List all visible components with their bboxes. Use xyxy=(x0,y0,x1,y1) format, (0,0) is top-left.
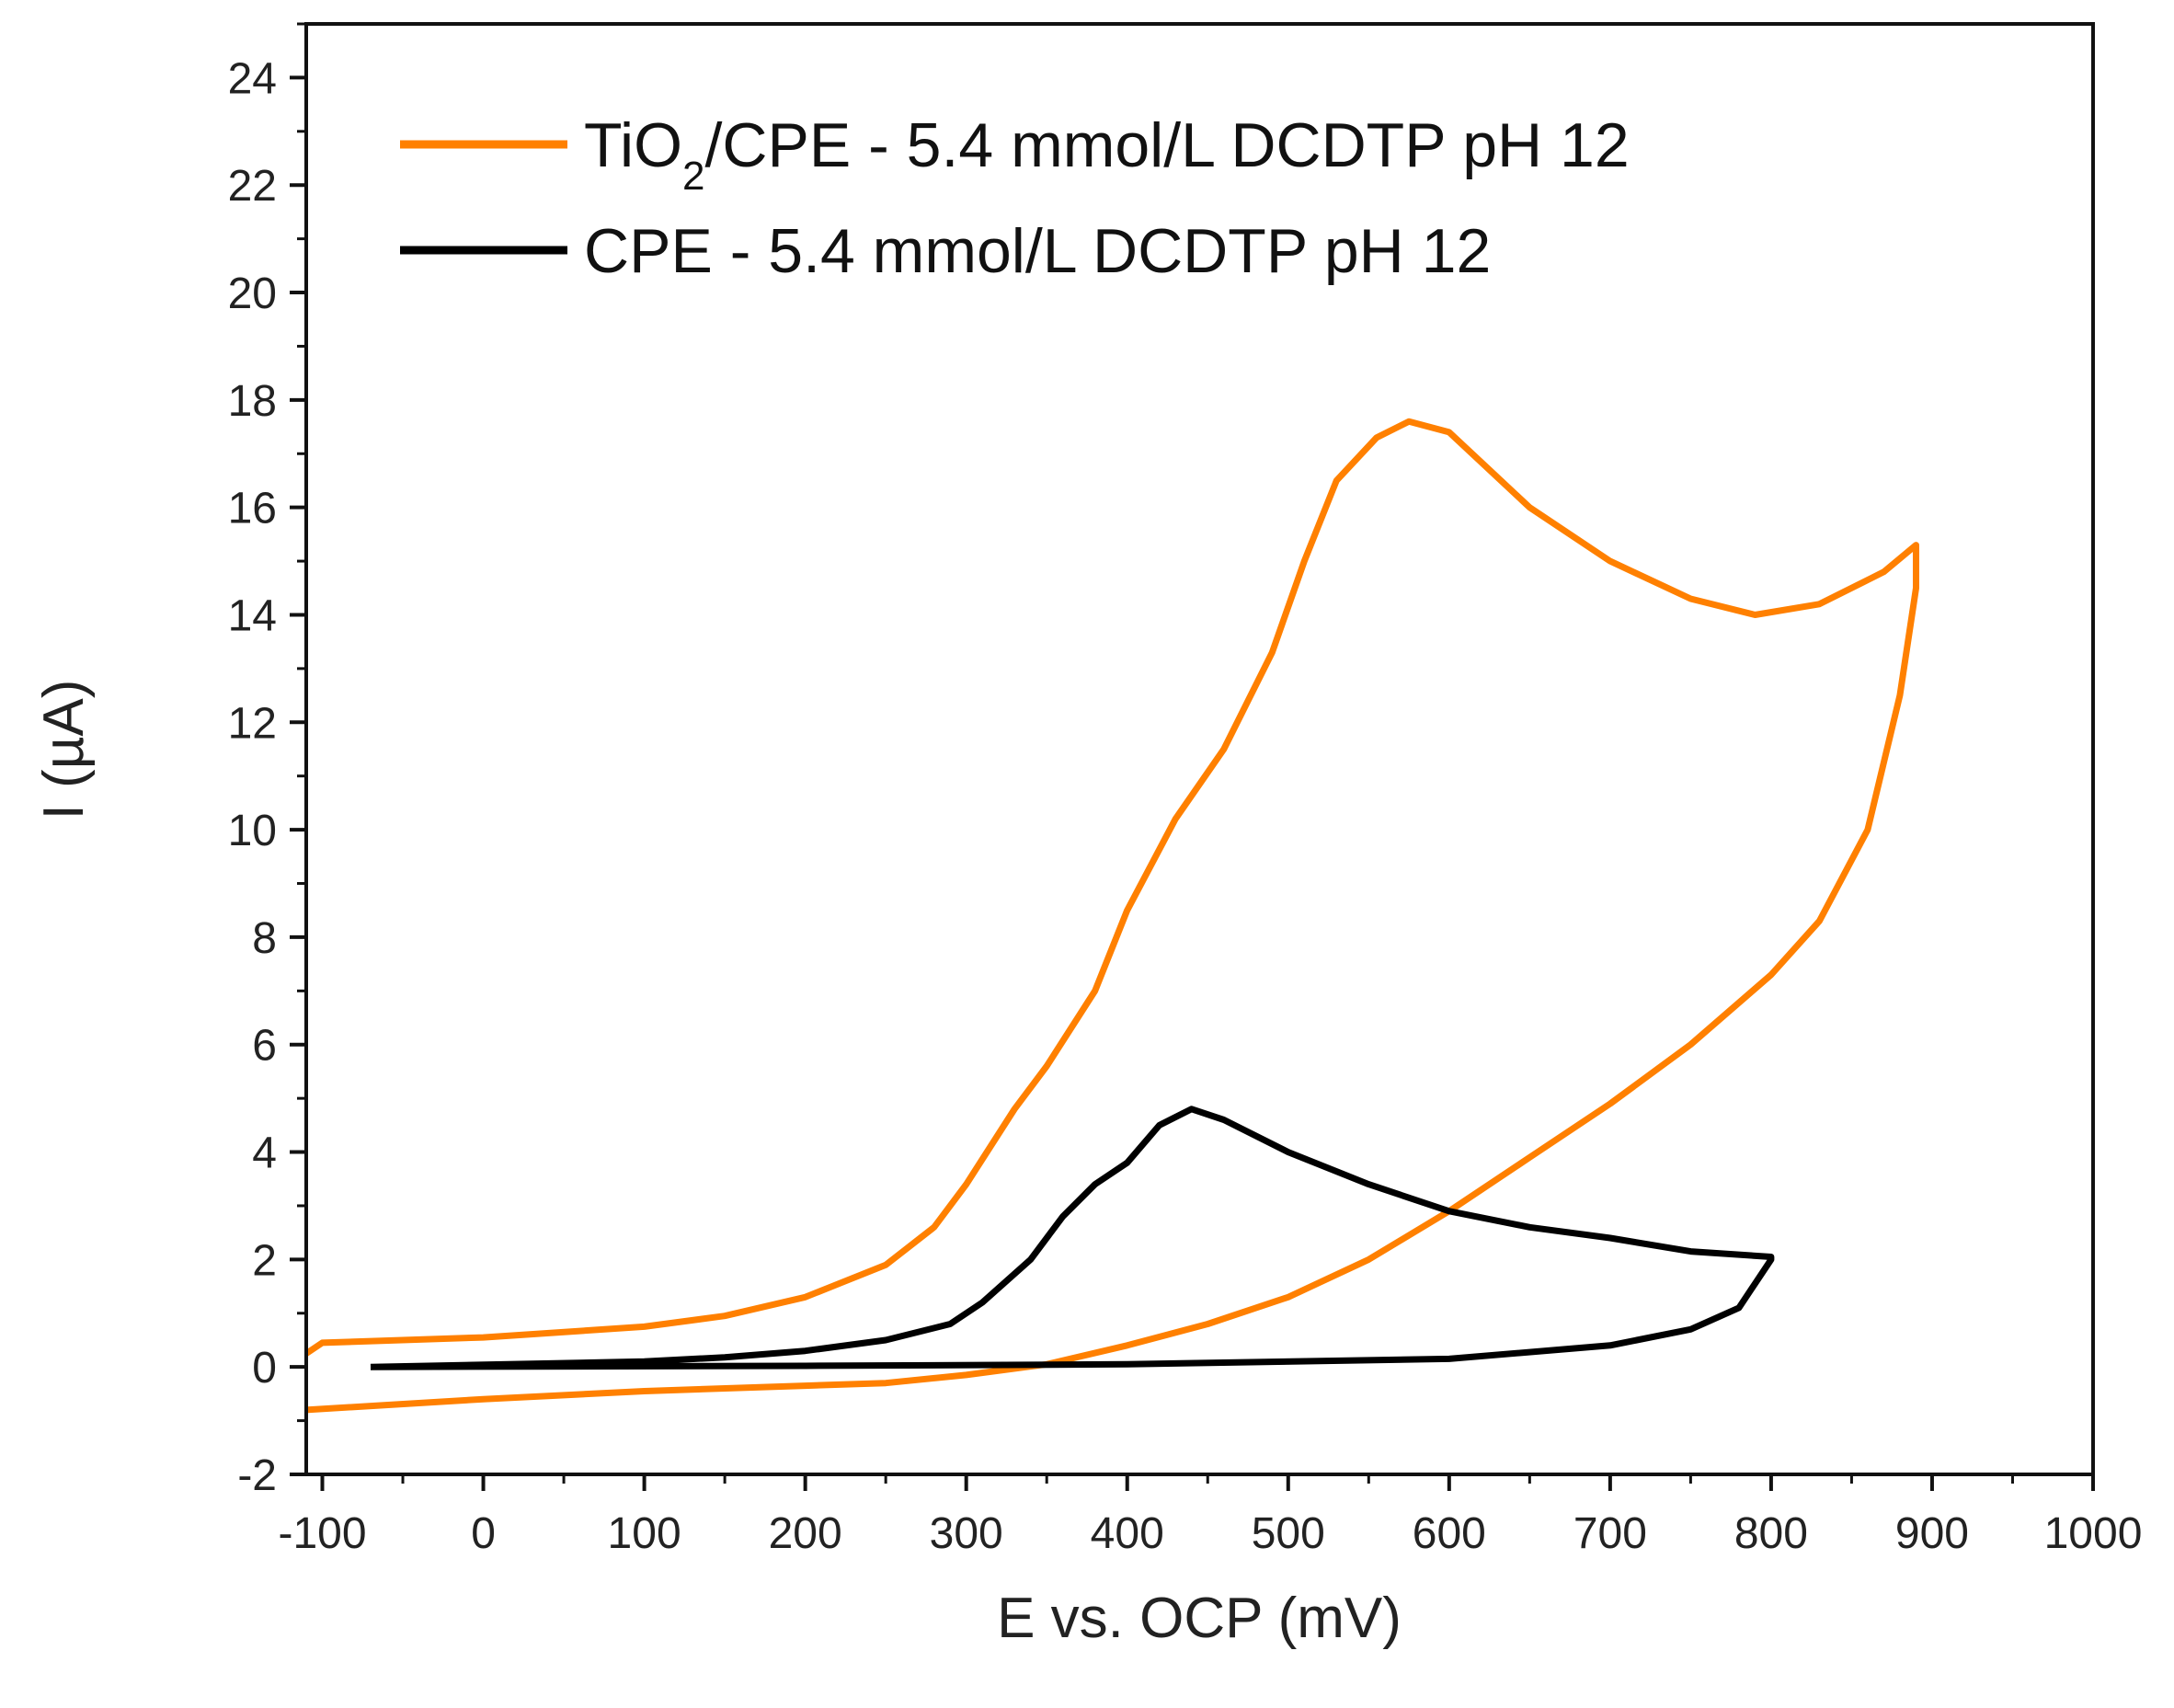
series-line-0 xyxy=(304,418,1919,1414)
x-axis-label: E vs. OCP (mV) xyxy=(997,1587,1402,1650)
x-tick-label: 700 xyxy=(1573,1509,1647,1558)
y-tick-label: 22 xyxy=(228,162,277,211)
x-tick-label: 300 xyxy=(930,1509,1003,1558)
y-tick-label: 12 xyxy=(228,699,277,748)
y-tick-label: 4 xyxy=(252,1129,277,1178)
x-tick-label: 1000 xyxy=(2044,1509,2143,1558)
y-tick-label: 14 xyxy=(228,591,277,640)
y-tick-label: 20 xyxy=(228,269,277,318)
y-tick-label: 2 xyxy=(252,1236,277,1285)
x-tick-label: 800 xyxy=(1734,1509,1808,1558)
y-tick-label: 0 xyxy=(252,1344,277,1393)
y-tick-label: 8 xyxy=(252,914,277,963)
y-tick-label: 6 xyxy=(252,1022,277,1071)
plot-frame xyxy=(304,22,2095,1476)
series-layer xyxy=(304,418,1919,1414)
x-tick-label: 900 xyxy=(1895,1509,1969,1558)
x-tick-label: 100 xyxy=(608,1509,681,1558)
ticks-layer: -100 0 100 200 300 400 500 600 700 800 900 1000 -2 0 2… xyxy=(228,22,2143,1558)
x-tick-label: 400 xyxy=(1091,1509,1164,1558)
x-tick-label: 600 xyxy=(1413,1509,1486,1558)
legend-label-cpe: CPE - 5.4 mmol/L DCDTP pH 12 xyxy=(584,216,1491,286)
x-tick-label: -100 xyxy=(278,1509,366,1558)
y-tick-label: 18 xyxy=(228,377,277,426)
x-tick-label: 200 xyxy=(769,1509,842,1558)
legend-label-tio2-cpe: TiO2/CPE - 5.4 mmol/L DCDTP pH 12 xyxy=(584,110,1630,199)
x-tick-label: 500 xyxy=(1252,1509,1325,1558)
x-tick-label: 0 xyxy=(471,1509,496,1558)
y-tick-label: 10 xyxy=(228,807,277,855)
series-line-1 xyxy=(370,1106,1775,1370)
y-tick-label: 24 xyxy=(228,54,277,103)
y-tick-label: 16 xyxy=(228,485,277,533)
y-axis-label: I (µA) xyxy=(32,680,96,820)
y-tick-label: -2 xyxy=(237,1451,277,1500)
legend: TiO2/CPE - 5.4 mmol/L DCDTP pH 12 CPE - … xyxy=(400,110,1630,286)
